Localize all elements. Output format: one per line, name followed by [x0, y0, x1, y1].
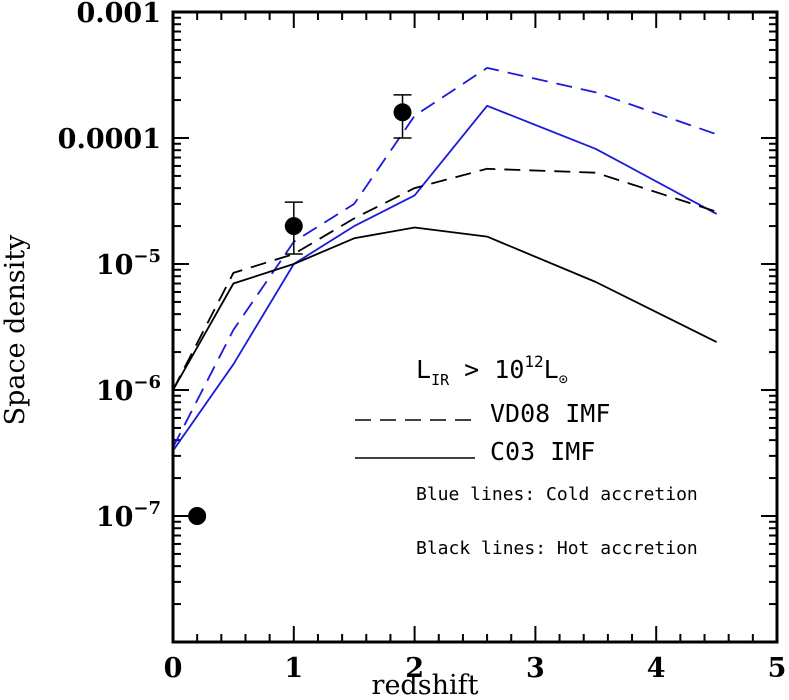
x-tick-label: 5: [768, 653, 787, 684]
tick-labels: 0 1 2 3 4 5 0.001 0.0001 10−5 10−6 10−7: [58, 0, 787, 684]
x-tick-label: 4: [647, 653, 666, 684]
y-tick-label: 10−5: [96, 246, 161, 281]
x-tick-label: 3: [526, 653, 545, 684]
y-tick-label: 0.0001: [58, 124, 161, 155]
series-lines: [172, 67, 718, 452]
y-tick-label: 10−7: [96, 498, 161, 533]
note-black-lines: Black lines: Hot accretion: [416, 538, 698, 559]
series-line-3: [172, 226, 718, 391]
y-axis-label: Space density: [0, 234, 31, 426]
data-point-0: [188, 507, 207, 525]
x-tick-label: 2: [405, 653, 424, 684]
data-point-2: [393, 103, 412, 122]
x-axis-label: redshift: [372, 670, 479, 700]
series-line-2: [172, 167, 717, 391]
note-blue-lines: Blue lines: Cold accretion: [416, 484, 698, 505]
legend-label-vd08: VD08 IMF: [490, 399, 610, 428]
series-line-1: [172, 104, 718, 452]
legend-title: LIR > 1012L⊙: [416, 352, 568, 389]
legend: LIR > 1012L⊙ VD08 IMF C03 IMF Blue lines…: [355, 352, 698, 559]
data-point-1: [284, 217, 303, 236]
y-tick-label: 0.001: [76, 0, 161, 29]
data-points: [188, 94, 412, 525]
x-tick-label: 1: [284, 653, 303, 684]
x-tick-label: 0: [164, 653, 183, 684]
series-line-0: [172, 67, 717, 448]
legend-label-c03: C03 IMF: [490, 437, 595, 466]
plot-frame: [171, 10, 779, 644]
y-tick-label: 10−6: [96, 372, 161, 407]
